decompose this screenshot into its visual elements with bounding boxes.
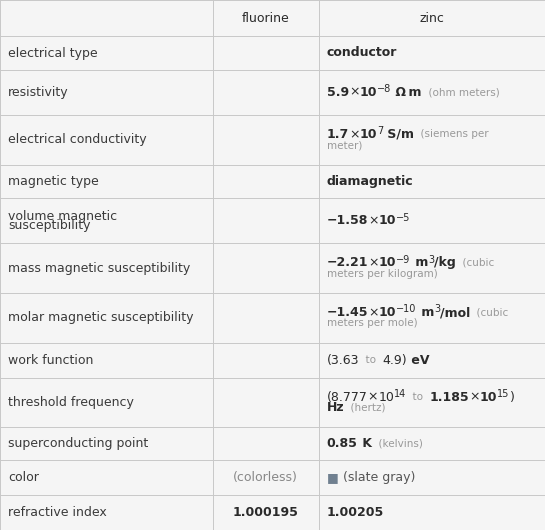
Text: molar magnetic susceptibility: molar magnetic susceptibility — [8, 312, 193, 324]
Text: superconducting point: superconducting point — [8, 437, 148, 450]
Text: (8.777: (8.777 — [327, 391, 368, 403]
Text: ×: × — [349, 128, 360, 141]
Text: −10: −10 — [396, 304, 417, 314]
Text: Hz: Hz — [327, 401, 344, 414]
Text: meter): meter) — [327, 140, 362, 151]
Text: (colorless): (colorless) — [233, 471, 298, 484]
Text: eV: eV — [408, 354, 430, 367]
Text: −5: −5 — [396, 213, 410, 223]
Text: electrical conductivity: electrical conductivity — [8, 134, 147, 146]
Text: 1.7: 1.7 — [327, 128, 349, 141]
Text: (hertz): (hertz) — [344, 403, 386, 413]
Text: volume magnetic: volume magnetic — [8, 210, 117, 223]
Text: (siemens per: (siemens per — [414, 129, 489, 139]
Text: 1.00205: 1.00205 — [327, 506, 384, 519]
Text: to: to — [359, 355, 383, 365]
Text: ×: × — [469, 391, 480, 403]
Text: ■: ■ — [327, 471, 338, 484]
Text: −9: −9 — [396, 254, 410, 264]
Text: /kg: /kg — [434, 257, 456, 269]
Text: (cubic: (cubic — [456, 258, 494, 268]
Text: ): ) — [510, 391, 514, 403]
Text: 10: 10 — [379, 257, 396, 269]
Text: 10: 10 — [379, 214, 396, 227]
Text: fluorine: fluorine — [242, 12, 289, 25]
Text: (3.63: (3.63 — [327, 354, 359, 367]
Text: ×: × — [349, 86, 360, 99]
Text: diamagnetic: diamagnetic — [327, 175, 414, 188]
Text: 3: 3 — [434, 304, 440, 314]
Text: mass magnetic susceptibility: mass magnetic susceptibility — [8, 262, 190, 275]
Text: m: m — [410, 257, 428, 269]
Text: (ohm meters): (ohm meters) — [422, 87, 499, 98]
Text: zinc: zinc — [420, 12, 444, 25]
Text: −1.45: −1.45 — [327, 306, 368, 319]
Text: ×: × — [368, 391, 378, 403]
Text: refractive index: refractive index — [8, 506, 107, 519]
Text: 10: 10 — [480, 391, 498, 403]
Text: 10: 10 — [378, 391, 394, 403]
Text: 10: 10 — [360, 128, 377, 141]
Text: 1.185: 1.185 — [430, 391, 469, 403]
Text: 15: 15 — [498, 389, 510, 399]
Text: 0.85: 0.85 — [327, 437, 358, 450]
Text: (kelvins): (kelvins) — [372, 439, 422, 449]
Text: −2.21: −2.21 — [327, 257, 368, 269]
Text: Ω m: Ω m — [391, 86, 422, 99]
Text: 5.9: 5.9 — [327, 86, 349, 99]
Text: 10: 10 — [379, 306, 396, 319]
Text: meters per kilogram): meters per kilogram) — [327, 269, 438, 279]
Text: K: K — [358, 437, 372, 450]
Text: 7: 7 — [377, 126, 383, 136]
Text: resistivity: resistivity — [8, 86, 69, 99]
Text: ×: × — [368, 214, 379, 227]
Text: threshold frequency: threshold frequency — [8, 396, 134, 409]
Text: ×: × — [368, 306, 379, 319]
Text: m: m — [417, 306, 434, 319]
Text: magnetic type: magnetic type — [8, 175, 99, 188]
Text: conductor: conductor — [327, 47, 397, 59]
Text: 1.000195: 1.000195 — [233, 506, 299, 519]
Text: /mol: /mol — [440, 306, 470, 319]
Text: −8: −8 — [377, 84, 391, 94]
Text: electrical type: electrical type — [8, 47, 98, 59]
Text: meters per mole): meters per mole) — [327, 319, 417, 329]
Text: to: to — [407, 392, 430, 402]
Text: 3: 3 — [428, 254, 434, 264]
Text: color: color — [8, 471, 39, 484]
Text: (cubic: (cubic — [470, 307, 508, 317]
Text: susceptibility: susceptibility — [8, 219, 90, 232]
Text: 10: 10 — [360, 86, 377, 99]
Text: −1.58: −1.58 — [327, 214, 368, 227]
Text: S/m: S/m — [383, 128, 414, 141]
Text: ×: × — [368, 257, 379, 269]
Text: 4.9): 4.9) — [383, 354, 408, 367]
Text: (slate gray): (slate gray) — [338, 471, 415, 484]
Text: work function: work function — [8, 354, 93, 367]
Text: 14: 14 — [394, 389, 407, 399]
